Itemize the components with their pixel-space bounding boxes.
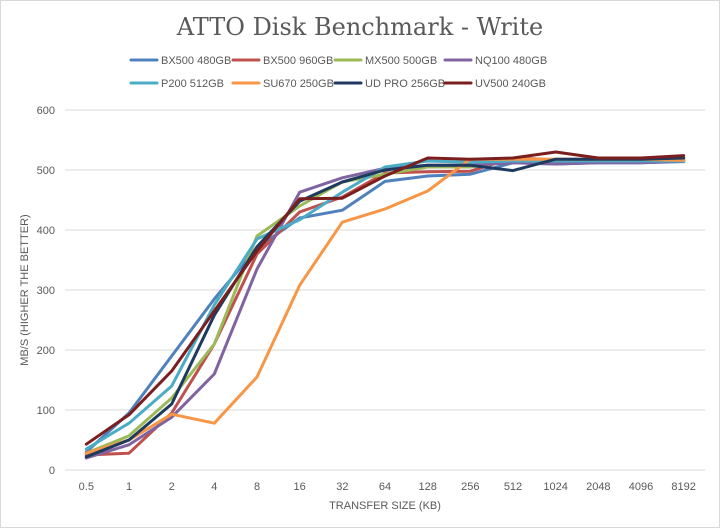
y-tick-label: 500 bbox=[37, 165, 55, 177]
legend-label: P200 512GB bbox=[161, 78, 224, 90]
y-tick-label: 400 bbox=[37, 225, 55, 237]
legend-label: UV500 240GB bbox=[475, 78, 546, 90]
x-tick-label: 64 bbox=[379, 481, 391, 493]
x-tick-label: 256 bbox=[461, 481, 479, 493]
legend-label: MX500 500GB bbox=[365, 55, 437, 67]
legend-label: BX500 480GB bbox=[161, 55, 231, 67]
legend-item: UV500 240GB bbox=[443, 78, 546, 90]
legend-item: P200 512GB bbox=[129, 78, 224, 90]
x-tick-label: 2 bbox=[169, 481, 175, 493]
series-line-nq100-480gb bbox=[84, 159, 686, 460]
legend-label: SU670 250GB bbox=[263, 78, 334, 90]
y-tick-label: 0 bbox=[49, 465, 55, 477]
y-tick-label: 200 bbox=[37, 345, 55, 357]
legend-item: MX500 500GB bbox=[333, 55, 437, 67]
y-tick-label: 100 bbox=[37, 405, 55, 417]
x-tick-label: 4096 bbox=[629, 481, 653, 493]
y-tick-label: 600 bbox=[37, 105, 55, 117]
legend-label: BX500 960GB bbox=[263, 55, 333, 67]
series-lines bbox=[84, 150, 686, 460]
x-tick-label: 512 bbox=[504, 481, 522, 493]
x-tick-label: 1024 bbox=[543, 481, 567, 493]
chart-title: ATTO Disk Benchmark - Write bbox=[176, 13, 543, 41]
x-tick-label: 2048 bbox=[586, 481, 610, 493]
x-tick-label: 8 bbox=[254, 481, 260, 493]
x-tick-label: 32 bbox=[336, 481, 348, 493]
series-line-ud-pro-256gb bbox=[84, 156, 686, 459]
legend-item: SU670 250GB bbox=[231, 78, 334, 90]
legend-item: UD PRO 256GB bbox=[333, 78, 445, 90]
x-tick-label: 1 bbox=[126, 481, 132, 493]
series-line-mx500-500gb bbox=[84, 157, 686, 455]
series-line-p200-512gb bbox=[84, 159, 686, 451]
series-line-su670-250gb bbox=[84, 157, 686, 455]
y-axis-ticks: 0 100 200 300 400 500 600 bbox=[37, 105, 55, 477]
x-tick-label: 8192 bbox=[671, 481, 695, 493]
legend-item: BX500 480GB bbox=[129, 55, 231, 67]
legend: BX500 480GB BX500 960GB MX500 500GB NQ100 4… bbox=[129, 55, 547, 90]
legend-label: UD PRO 256GB bbox=[365, 78, 445, 90]
series-line-uv500-240gb bbox=[84, 150, 686, 446]
x-tick-label: 16 bbox=[294, 481, 306, 493]
y-tick-label: 300 bbox=[37, 285, 55, 297]
legend-item: NQ100 480GB bbox=[443, 55, 547, 67]
legend-item: BX500 960GB bbox=[231, 55, 333, 67]
x-tick-label: 128 bbox=[418, 481, 436, 493]
x-axis-ticks: 0.5 1 2 4 8 16 32 64 128 256 512 1024 2048 4096 8192 bbox=[79, 481, 696, 493]
x-axis-label: TRANSFER SIZE (KB) bbox=[329, 500, 441, 512]
x-tick-label: 0.5 bbox=[79, 481, 94, 493]
x-tick-label: 4 bbox=[211, 481, 217, 493]
y-axis-label: MB/S (HIGHER THE BETTER) bbox=[19, 214, 31, 365]
legend-label: NQ100 480GB bbox=[475, 55, 547, 67]
